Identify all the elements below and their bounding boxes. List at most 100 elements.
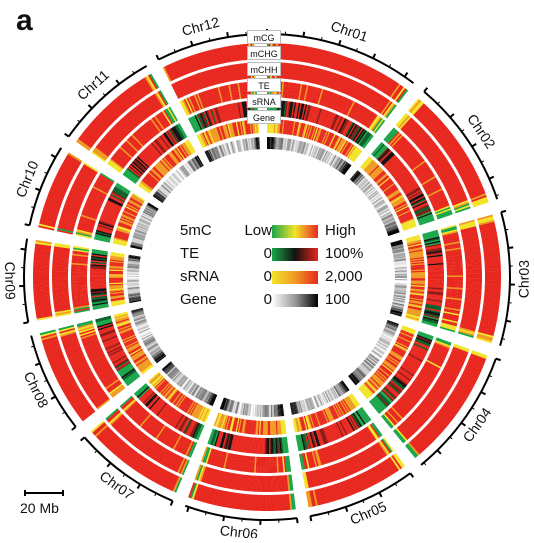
- legend-gradient-bar: [272, 248, 318, 261]
- color-legend: 5mC Low High TE 0 100% sRNA 0 2,000 Gene…: [170, 220, 400, 312]
- legend-row-srna: sRNA 0 2,000: [170, 266, 400, 289]
- scale-bar-label: 20 Mb: [20, 500, 59, 516]
- legend-high: 100%: [325, 245, 363, 262]
- ideogram-tick: [339, 40, 340, 45]
- track-bin: [411, 275, 425, 276]
- ideogram-tick: [227, 32, 228, 37]
- legend-gradient-bar: [272, 225, 318, 238]
- ideogram-tick: [450, 114, 454, 117]
- ideogram-tick: [310, 516, 311, 521]
- track-bin: [266, 495, 268, 511]
- chromosome-label: Chr10: [12, 158, 41, 200]
- chromosome-label: Chr07: [97, 468, 137, 503]
- chromosome-ideogram: [500, 212, 510, 346]
- legend-row-5mc: 5mC Low High: [170, 220, 400, 243]
- ideogram-tick: [133, 71, 135, 74]
- ideogram-tick: [51, 397, 55, 399]
- legend-label: TE: [180, 245, 199, 262]
- track-bin: [52, 277, 68, 279]
- ideogram-tick: [461, 423, 465, 426]
- ideogram-tick: [472, 144, 476, 147]
- track-bin: [485, 273, 501, 275]
- ideogram-tick: [65, 134, 69, 137]
- track-bin: [90, 278, 106, 280]
- ideogram-tick: [156, 55, 158, 59]
- legend-row-te: TE 0 100%: [170, 243, 400, 266]
- ideogram-tick: [209, 38, 210, 41]
- ideogram-tick: [505, 229, 508, 230]
- ideogram-tick: [424, 88, 427, 92]
- chromosome-label: Chr05: [348, 498, 390, 528]
- track-bin: [266, 421, 267, 435]
- legend-gradient-bar: [272, 271, 318, 284]
- chromosome-label: Chr08: [21, 369, 52, 410]
- track-bin: [268, 476, 270, 492]
- track-bin: [52, 278, 68, 280]
- panel-letter: a: [16, 4, 33, 38]
- ideogram-tick: [410, 473, 413, 477]
- scale-bar-line: [24, 490, 64, 496]
- track-bin: [109, 277, 123, 278]
- track-label-srna: sRNA: [247, 94, 281, 108]
- ideogram-tick: [35, 188, 40, 190]
- track-bin: [266, 457, 268, 473]
- track-bin: [33, 278, 49, 280]
- ideogram-tick: [395, 483, 397, 486]
- track-bin: [71, 278, 87, 280]
- ideogram-tick: [81, 437, 85, 440]
- track-bin: [127, 278, 139, 279]
- ideogram-tick: [51, 155, 55, 157]
- ideogram-tick: [321, 37, 322, 40]
- chromosome-label: Chr03: [516, 260, 532, 298]
- track-bin: [411, 276, 425, 277]
- ideogram-tick: [496, 359, 501, 361]
- chromosome-label: Chr06: [219, 522, 259, 538]
- ideogram-tick: [116, 80, 119, 84]
- track-bin: [447, 274, 463, 276]
- ideogram-tick: [88, 105, 92, 108]
- track-bin: [268, 438, 270, 454]
- track-label-mcg: mCG: [247, 30, 281, 44]
- track-bin: [268, 457, 270, 473]
- ideogram-tick: [405, 73, 408, 77]
- track-bin: [266, 405, 267, 417]
- legend-low: 0: [264, 245, 272, 262]
- chromosome-label: Chr09: [2, 262, 19, 301]
- ideogram-tick: [63, 412, 65, 414]
- ideogram-tick: [373, 54, 375, 58]
- ideogram-tick: [123, 474, 125, 476]
- ideogram-tick: [506, 321, 511, 322]
- track-bin: [266, 476, 268, 492]
- legend-row-gene: Gene 0 100: [170, 289, 400, 312]
- ideogram-tick: [171, 501, 173, 506]
- ideogram-tick: [187, 507, 189, 512]
- ideogram-tick: [107, 463, 110, 467]
- ideogram-tick: [481, 392, 485, 394]
- ideogram-tick: [501, 211, 506, 212]
- track-bin: [90, 277, 106, 279]
- ideogram-tick: [138, 484, 141, 488]
- track-bin: [268, 421, 269, 435]
- track-bin: [127, 277, 139, 278]
- track-bin: [268, 405, 269, 417]
- legend-label: 5mC: [180, 222, 212, 239]
- chromosome-ideogram: [24, 239, 28, 323]
- track-label-gene: Gene: [247, 110, 281, 124]
- chromosome-label: Chr01: [329, 18, 370, 45]
- ideogram-tick: [25, 224, 30, 225]
- legend-low: 0: [264, 268, 272, 285]
- chromosome-label: Chr11: [74, 66, 112, 103]
- ideogram-tick: [379, 492, 381, 496]
- track-bin: [428, 274, 444, 276]
- ideogram-tick: [191, 41, 193, 46]
- track-label-mchh: mCHH: [247, 62, 281, 76]
- chromosome-label: Chr12: [180, 14, 221, 39]
- track-bin: [485, 277, 501, 279]
- track-bin: [466, 275, 482, 277]
- ideogram-tick: [297, 518, 298, 523]
- legend-gradient-bar: [272, 294, 318, 307]
- ideogram-tick: [21, 249, 26, 250]
- ideogram-tick: [303, 32, 304, 37]
- track-label-te: TE: [247, 78, 281, 92]
